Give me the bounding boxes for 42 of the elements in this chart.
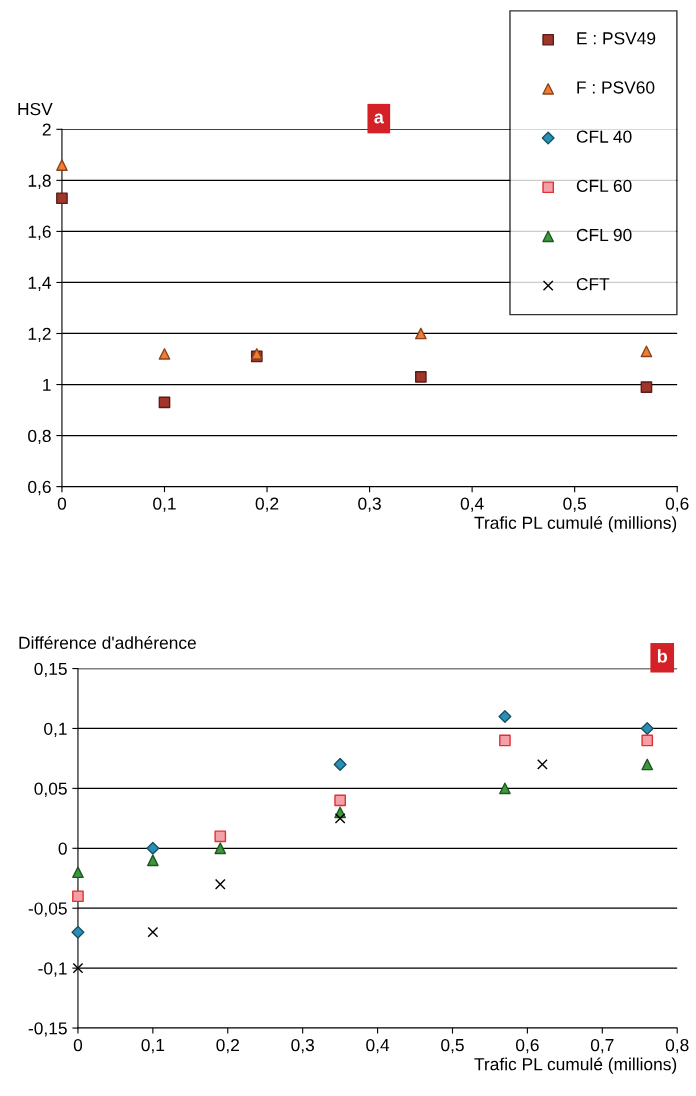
y-tick-label: 0,15 bbox=[34, 662, 67, 678]
x-tick-label: 0 bbox=[73, 1038, 83, 1052]
legend-label: CFL 40 bbox=[576, 130, 632, 143]
text: a bbox=[374, 113, 384, 124]
y-tick-label: 1,2 bbox=[28, 327, 51, 343]
y-axis-title: Différence d'adhérence bbox=[19, 636, 196, 649]
legend-label: CFL 90 bbox=[576, 228, 632, 242]
y-tick-label: 1,6 bbox=[28, 225, 51, 240]
x-tick-label: 0,6 bbox=[516, 1038, 539, 1054]
x-axis-title: Trafic PL cumulé (millions) bbox=[474, 515, 677, 533]
x-axis-title: Trafic PL cumulé (millions) bbox=[474, 1057, 677, 1074]
x-tick-label: 0,3 bbox=[358, 497, 381, 512]
legend-label: CFL 60 bbox=[576, 179, 632, 192]
y-tick-label: 2 bbox=[42, 123, 51, 136]
y-tick-label: -0,15 bbox=[28, 1022, 67, 1037]
x-tick-label: 0,1 bbox=[141, 1038, 165, 1054]
x-tick-label: 0,4 bbox=[366, 1038, 390, 1054]
x-tick-label: 0,2 bbox=[216, 1038, 239, 1054]
y-tick-label: 1,4 bbox=[28, 276, 52, 291]
x-tick-label: 0,7 bbox=[590, 1038, 614, 1054]
x-tick-label: 0,8 bbox=[665, 1038, 689, 1054]
legend-label: CFT bbox=[576, 278, 610, 291]
x-tick-label: 0,2 bbox=[255, 497, 279, 512]
y-tick-label: 0,1 bbox=[44, 722, 67, 737]
y-tick-label: 1,8 bbox=[28, 174, 51, 189]
x-tick-label: 0,1 bbox=[153, 497, 176, 512]
x-tick-label: 0,4 bbox=[460, 497, 484, 512]
legend-label: F : PSV60 bbox=[577, 81, 655, 94]
y-tick-label: -0,1 bbox=[38, 962, 67, 977]
y-tick-label: 0,8 bbox=[28, 429, 51, 445]
y-tick-label: -0,05 bbox=[28, 902, 67, 917]
y-tick-label: 0 bbox=[58, 842, 67, 855]
x-tick-label: 0,5 bbox=[441, 1038, 464, 1054]
x-tick-label: 0,5 bbox=[563, 497, 586, 512]
y-tick-label: 1 bbox=[43, 378, 51, 391]
y-axis-title: HSV bbox=[18, 102, 53, 116]
x-tick-label: 0,6 bbox=[665, 497, 689, 512]
y-tick-label: 0,05 bbox=[34, 782, 67, 797]
x-tick-label: 0,3 bbox=[291, 1038, 314, 1054]
y-tick-label: 0,6 bbox=[28, 480, 51, 496]
text: b bbox=[657, 649, 667, 663]
legend-label: E : PSV49 bbox=[577, 32, 656, 45]
